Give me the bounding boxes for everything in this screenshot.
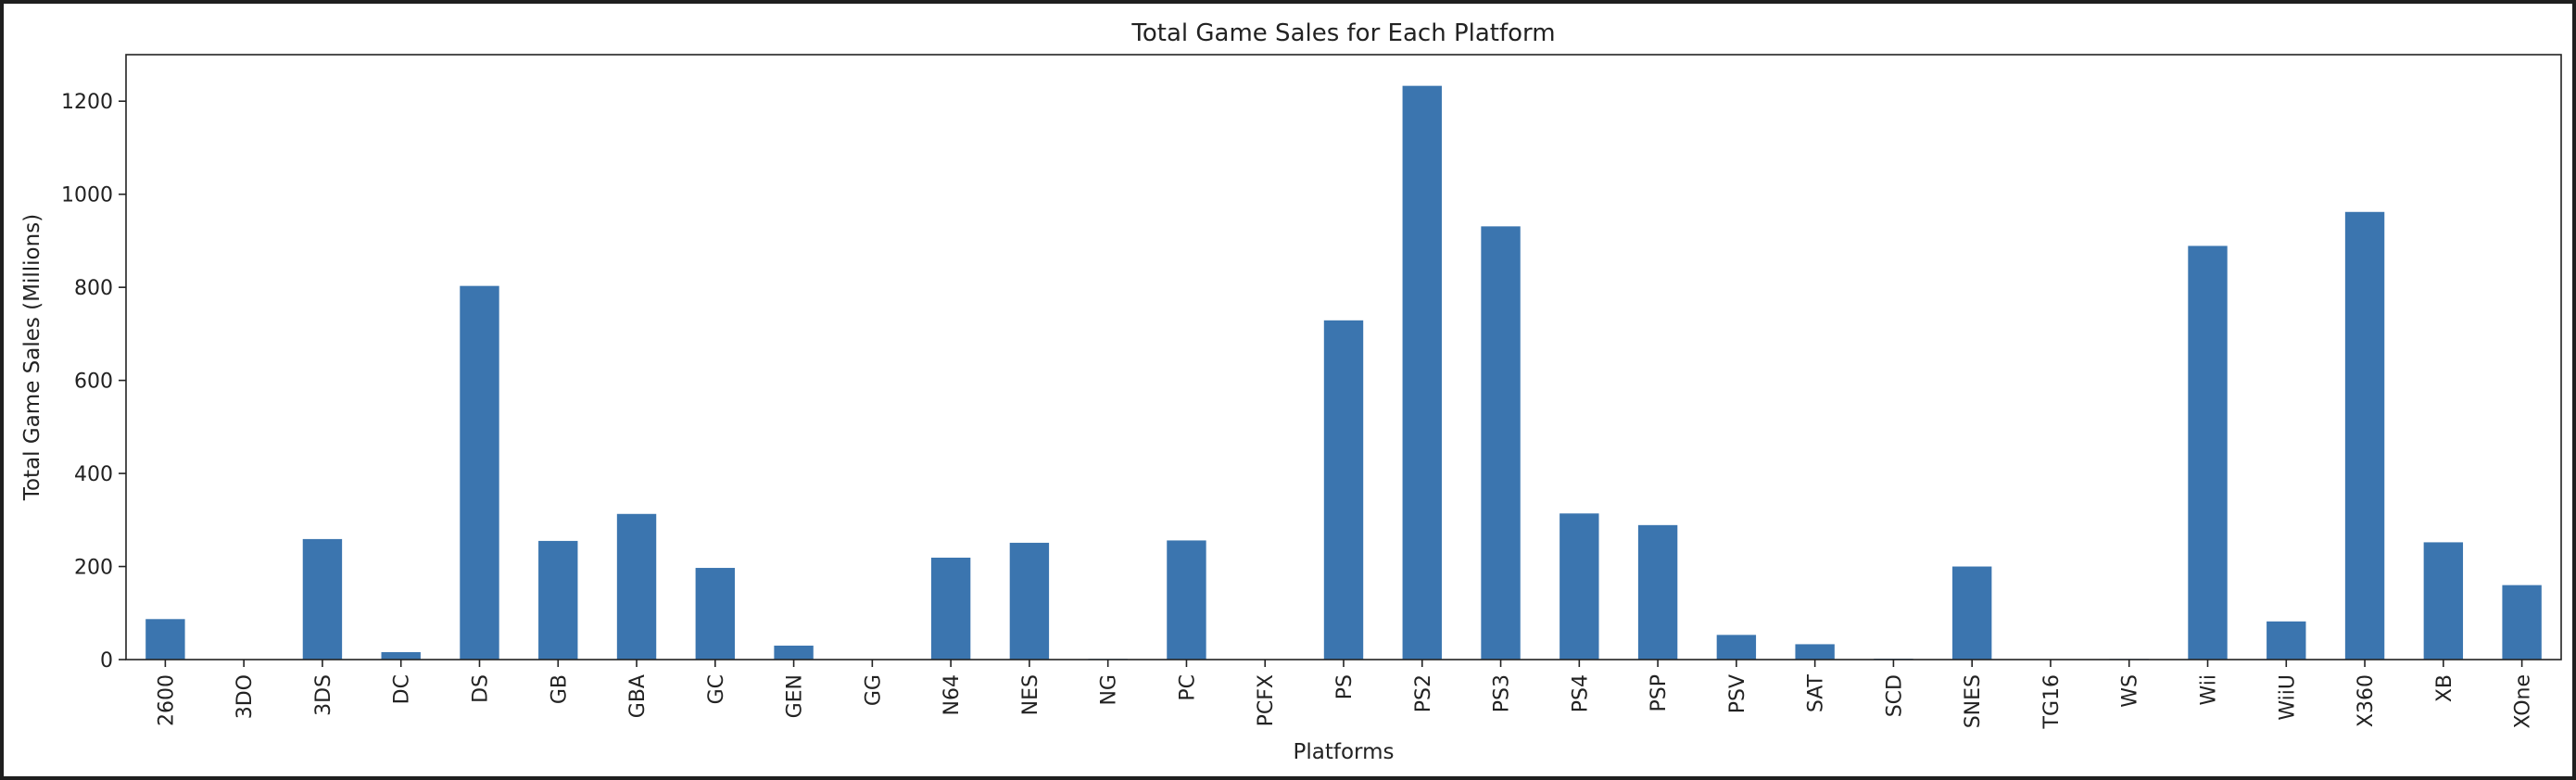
x-tick-label: PS3 [1491, 674, 1514, 712]
chart-title: Total Game Sales for Each Platform [1130, 19, 1555, 47]
x-tick-label: GBA [626, 674, 650, 718]
x-tick-label: PS2 [1412, 674, 1435, 712]
x-tick-label: TG16 [2040, 674, 2064, 729]
bar-gba [616, 513, 657, 660]
x-tick-label: DC [391, 674, 414, 704]
x-tick-label: DS [469, 674, 492, 703]
x-axis: 2600 3DO 3DS DC DS GB GBA GC GEN GG N64 NES NG PC PCFX… [155, 660, 2535, 729]
x-tick-label: NG [1098, 674, 1121, 706]
x-tick-label: PSP [1648, 674, 1671, 712]
y-tick-label: 400 [74, 463, 113, 486]
x-tick-label: GG [862, 674, 885, 706]
x-tick-label: X360 [2355, 674, 2378, 727]
bar-sat [1795, 644, 1835, 660]
bar-gb [538, 540, 578, 660]
bar-wiiu [2267, 621, 2306, 660]
bar-pc [1167, 540, 1206, 660]
bar-xb [2423, 542, 2464, 660]
x-tick-label: Wii [2198, 674, 2221, 706]
bar-ps4 [1559, 513, 1599, 660]
x-tick-label: PCFX [1255, 674, 1278, 726]
bar-nes [1009, 542, 1050, 660]
y-tick-label: 0 [100, 649, 113, 673]
bar-chart: Total Game Sales for Each Platform 0 200 4… [20, 19, 2562, 764]
bar-wii [2188, 245, 2228, 660]
x-tick-label: PSV [1726, 674, 1749, 713]
x-tick-label: WiiU [2276, 674, 2299, 721]
bar-xone [2502, 585, 2542, 660]
x-tick-label: PC [1176, 674, 1199, 701]
bar-n64 [930, 557, 971, 660]
bar-psp [1637, 524, 1678, 660]
y-tick-label: 800 [74, 277, 113, 300]
x-tick-label: SNES [1962, 674, 1985, 728]
bar-snes [1952, 566, 1992, 660]
bar-gen [774, 645, 814, 660]
x-tick-label: 2600 [155, 674, 178, 726]
bar-ps2 [1402, 85, 1442, 660]
x-tick-label: PS [1333, 674, 1357, 699]
x-tick-label: WS [2119, 674, 2142, 708]
x-tick-label: N64 [941, 674, 964, 715]
x-tick-label: 3DO [234, 674, 257, 719]
bar-dc [381, 651, 421, 660]
x-tick-label: GB [548, 674, 571, 704]
x-tick-label: NES [1019, 674, 1042, 715]
x-tick-label: 3DS [312, 674, 335, 716]
bar-2600 [145, 619, 185, 660]
y-axis-label: Total Game Sales (Millions) [20, 214, 44, 501]
x-tick-label: SCD [1883, 674, 1906, 717]
x-axis-label: Platforms [1294, 740, 1395, 764]
bar-ps3 [1481, 226, 1521, 660]
bar-gc [695, 568, 735, 660]
y-tick-label: 200 [74, 557, 113, 580]
x-tick-label: XOne [2512, 674, 2535, 728]
bars [145, 85, 2542, 660]
y-tick-label: 1200 [61, 91, 113, 114]
y-tick-label: 600 [74, 371, 113, 394]
x-tick-label: SAT [1805, 673, 1828, 712]
x-tick-label: XB [2433, 674, 2456, 702]
x-tick-label: GC [705, 674, 728, 704]
plot-area-frame [125, 54, 2562, 660]
bar-x360 [2344, 211, 2385, 660]
bar-3ds [302, 538, 343, 660]
bar-ds [460, 285, 499, 660]
x-tick-label: GEN [784, 674, 807, 718]
bar-ps [1323, 320, 1364, 660]
bar-psv [1716, 635, 1757, 660]
y-tick-label: 1000 [61, 184, 113, 208]
x-tick-label: PS4 [1569, 674, 1592, 712]
y-axis: 0 200 400 600 800 1000 1200 [61, 91, 126, 673]
